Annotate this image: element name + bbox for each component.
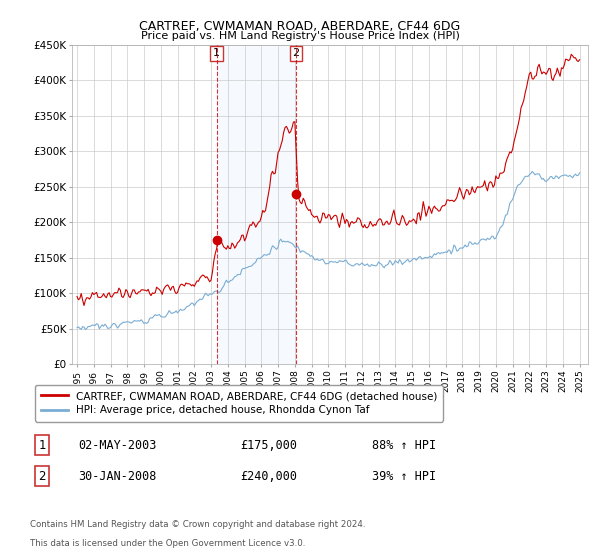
Text: 2: 2 xyxy=(38,469,46,483)
Text: Price paid vs. HM Land Registry's House Price Index (HPI): Price paid vs. HM Land Registry's House … xyxy=(140,31,460,41)
Text: 1: 1 xyxy=(38,438,46,452)
Text: 88% ↑ HPI: 88% ↑ HPI xyxy=(372,438,436,452)
Text: £240,000: £240,000 xyxy=(240,469,297,483)
Text: £175,000: £175,000 xyxy=(240,438,297,452)
Text: 2: 2 xyxy=(293,48,300,58)
Text: 39% ↑ HPI: 39% ↑ HPI xyxy=(372,469,436,483)
Text: 30-JAN-2008: 30-JAN-2008 xyxy=(78,469,157,483)
Bar xyxy=(217,45,296,364)
Text: This data is licensed under the Open Government Licence v3.0.: This data is licensed under the Open Gov… xyxy=(30,539,305,548)
Legend: CARTREF, CWMAMAN ROAD, ABERDARE, CF44 6DG (detached house), HPI: Average price, : CARTREF, CWMAMAN ROAD, ABERDARE, CF44 6D… xyxy=(35,385,443,422)
Text: 02-MAY-2003: 02-MAY-2003 xyxy=(78,438,157,452)
Text: Contains HM Land Registry data © Crown copyright and database right 2024.: Contains HM Land Registry data © Crown c… xyxy=(30,520,365,529)
Text: CARTREF, CWMAMAN ROAD, ABERDARE, CF44 6DG: CARTREF, CWMAMAN ROAD, ABERDARE, CF44 6D… xyxy=(139,20,461,32)
Text: 1: 1 xyxy=(213,48,220,58)
